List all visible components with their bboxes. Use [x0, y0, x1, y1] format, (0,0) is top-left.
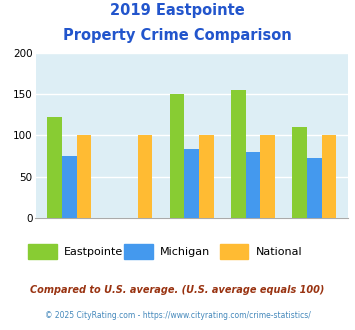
Bar	[307, 158, 322, 218]
Text: Michigan: Michigan	[160, 247, 210, 257]
Bar	[77, 135, 91, 218]
Bar	[47, 117, 62, 218]
Bar	[260, 135, 275, 218]
Bar	[199, 135, 214, 218]
Text: 2019 Eastpointe: 2019 Eastpointe	[110, 3, 245, 18]
Bar	[292, 127, 307, 218]
Bar	[62, 156, 77, 218]
Text: Property Crime Comparison: Property Crime Comparison	[63, 28, 292, 43]
Bar	[231, 90, 246, 218]
Bar	[322, 135, 336, 218]
Bar	[246, 152, 260, 218]
Bar	[138, 135, 153, 218]
Text: © 2025 CityRating.com - https://www.cityrating.com/crime-statistics/: © 2025 CityRating.com - https://www.city…	[45, 311, 310, 320]
Bar	[184, 148, 199, 218]
Text: Compared to U.S. average. (U.S. average equals 100): Compared to U.S. average. (U.S. average …	[30, 285, 325, 295]
Text: Eastpointe: Eastpointe	[64, 247, 123, 257]
Bar	[170, 94, 184, 218]
Text: National: National	[256, 247, 302, 257]
